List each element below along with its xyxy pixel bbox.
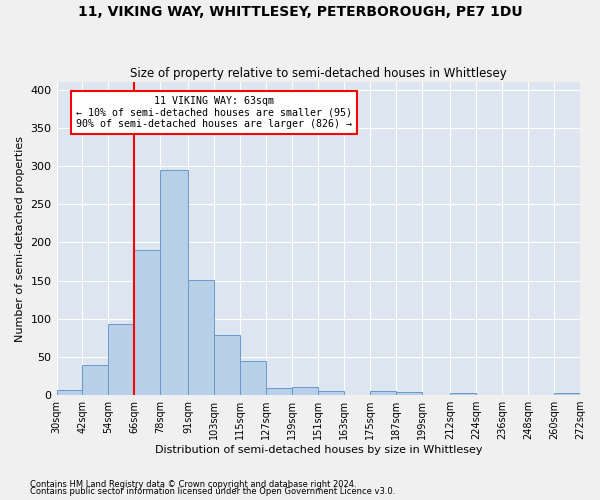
Bar bbox=[266, 388, 292, 395]
Bar bbox=[292, 386, 318, 395]
Bar bbox=[214, 335, 241, 395]
Bar bbox=[160, 170, 188, 395]
Y-axis label: Number of semi-detached properties: Number of semi-detached properties bbox=[15, 136, 25, 342]
Bar bbox=[56, 390, 82, 395]
Text: 11 VIKING WAY: 63sqm
← 10% of semi-detached houses are smaller (95)
90% of semi-: 11 VIKING WAY: 63sqm ← 10% of semi-detac… bbox=[76, 96, 352, 130]
Bar bbox=[396, 392, 422, 395]
Text: 11, VIKING WAY, WHITTLESEY, PETERBOROUGH, PE7 1DU: 11, VIKING WAY, WHITTLESEY, PETERBOROUGH… bbox=[77, 5, 523, 19]
X-axis label: Distribution of semi-detached houses by size in Whittlesey: Distribution of semi-detached houses by … bbox=[155, 445, 482, 455]
Bar bbox=[241, 362, 266, 395]
Bar bbox=[450, 393, 476, 395]
Text: Contains public sector information licensed under the Open Government Licence v3: Contains public sector information licen… bbox=[30, 487, 395, 496]
Bar bbox=[82, 366, 109, 395]
Bar bbox=[554, 393, 580, 395]
Bar bbox=[370, 392, 396, 395]
Title: Size of property relative to semi-detached houses in Whittlesey: Size of property relative to semi-detach… bbox=[130, 66, 506, 80]
Text: Contains HM Land Registry data © Crown copyright and database right 2024.: Contains HM Land Registry data © Crown c… bbox=[30, 480, 356, 489]
Bar bbox=[134, 250, 160, 395]
Bar bbox=[318, 392, 344, 395]
Bar bbox=[188, 280, 214, 395]
Bar bbox=[109, 324, 134, 395]
